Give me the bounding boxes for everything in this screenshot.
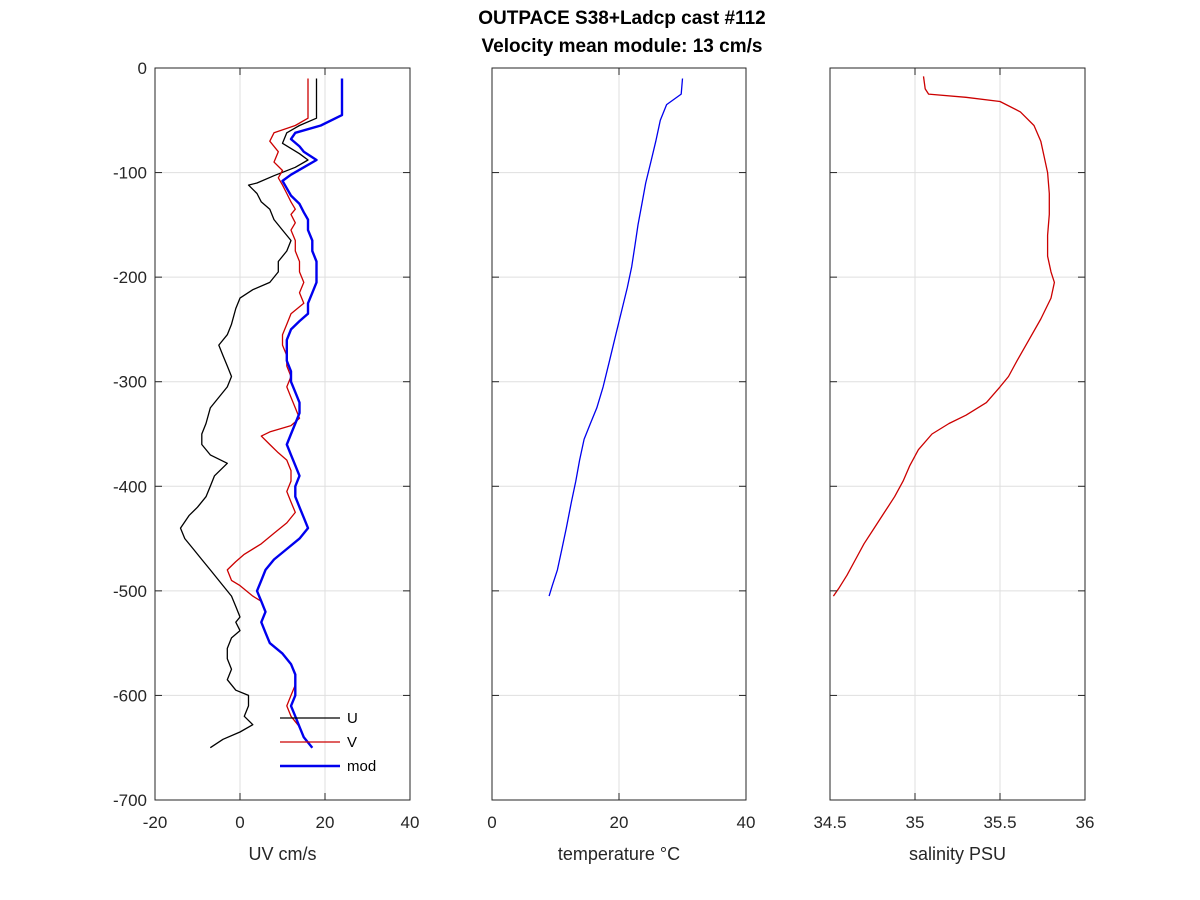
x-tick-label: 36: [1076, 813, 1095, 832]
x-tick-label: 35.5: [983, 813, 1016, 832]
subplot-1: -20 0 20 400-100-200-300-400-500-600-700UV …: [113, 59, 419, 864]
legend-label-u: U: [347, 710, 358, 727]
y-tick-label: -300: [113, 373, 147, 392]
figure-title-line2: Velocity mean module: 13 cm/s: [482, 36, 763, 57]
plots: -20 0 20 400-100-200-300-400-500-600-700UV …: [113, 59, 1094, 864]
legend-label-v: V: [347, 734, 357, 751]
figure-title-line1: OUTPACE S38+Ladcp cast #112: [478, 8, 765, 29]
y-tick-label: -500: [113, 582, 147, 601]
x-tick-label: 40: [401, 813, 420, 832]
x-tick-label: 0: [487, 813, 496, 832]
subplot-3: 34.5 35 35.5 36 salinity PSU: [813, 67, 1095, 864]
x-tick-label: 40: [737, 813, 756, 832]
series-line-profile-2: [548, 78, 684, 597]
x-tick-label: 34.5: [813, 813, 846, 832]
y-tick-label: -600: [113, 686, 147, 705]
x-tick-label: -20: [143, 813, 168, 832]
x-tick-label: 35: [906, 813, 925, 832]
series-line-u: [179, 78, 318, 749]
x-tick-label: 20: [610, 813, 629, 832]
x-tick-label: 20: [316, 813, 335, 832]
x-axis-label: temperature °C: [558, 844, 680, 864]
x-axis-label: UV cm/s: [248, 844, 316, 864]
y-tick-label: -100: [113, 164, 147, 183]
axes-box: [154, 67, 411, 801]
y-tick-label: -700: [113, 791, 147, 810]
y-tick-label: -200: [113, 268, 147, 287]
series-line-mod: [255, 78, 344, 749]
x-tick-label: 0: [235, 813, 244, 832]
subplot-2: 0 20 40 temperature °C: [487, 67, 756, 864]
legend-label-mod: mod: [347, 758, 376, 775]
y-tick-label: 0: [138, 59, 147, 78]
y-tick-label: -400: [113, 477, 147, 496]
axes-box: [829, 67, 1086, 801]
x-axis-label: salinity PSU: [909, 844, 1006, 864]
series-line-profile-3: [832, 76, 1056, 597]
